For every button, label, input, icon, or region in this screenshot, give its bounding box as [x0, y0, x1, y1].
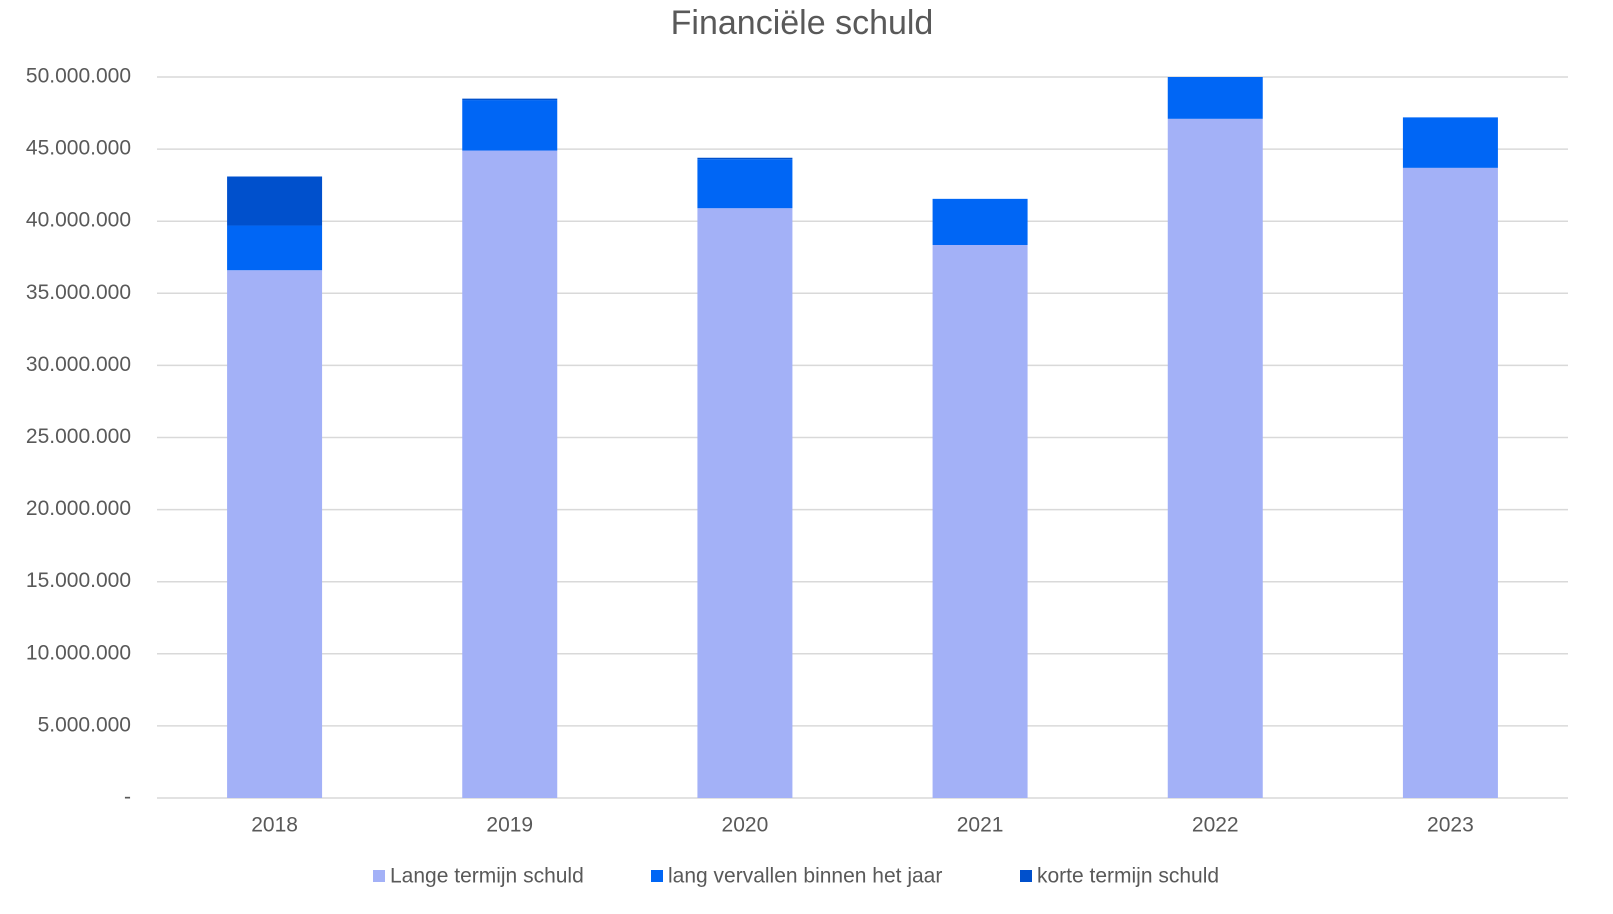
bar-segment: [1402, 117, 1498, 168]
bar-segment: [932, 198, 1028, 245]
y-tick-label: 45.000.000: [26, 137, 131, 160]
y-tick-label: 5.000.000: [38, 713, 131, 736]
x-tick-label: 2023: [1427, 814, 1474, 837]
bar-segment: [462, 150, 558, 799]
y-tick-label: 40.000.000: [26, 209, 131, 232]
y-tick-label: 15.000.000: [26, 569, 131, 592]
bar-segment: [462, 98, 558, 101]
x-tick-label: 2021: [957, 814, 1004, 837]
bar-segment: [1167, 118, 1263, 799]
y-tick-label: 50.000.000: [26, 65, 131, 88]
x-tick-label: 2022: [1192, 814, 1239, 837]
y-tick-label: 30.000.000: [26, 353, 131, 376]
bar-segment: [1167, 77, 1263, 119]
bar-segment: [932, 244, 1028, 799]
legend-label: Lange termijn schuld: [390, 865, 584, 888]
bar-segment: [697, 157, 793, 160]
legend-swatch: [1020, 870, 1032, 882]
legend-label: korte termijn schuld: [1037, 865, 1219, 888]
bar-segment: [227, 225, 323, 271]
x-tick-label: 2019: [486, 814, 533, 837]
y-tick-label: 25.000.000: [26, 425, 131, 448]
y-tick-label: 10.000.000: [26, 641, 131, 664]
y-tick-label: -: [124, 786, 131, 809]
x-tick-label: 2020: [722, 814, 769, 837]
y-tick-label: 35.000.000: [26, 281, 131, 304]
legend-label: lang vervallen binnen het jaar: [668, 865, 942, 888]
y-tick-label: 20.000.000: [26, 497, 131, 520]
bar-segment: [697, 159, 793, 209]
bar-segment: [697, 208, 793, 799]
bar-segment: [227, 270, 323, 798]
bar-segment: [1402, 167, 1498, 798]
bar-segment: [462, 100, 558, 151]
bar-segment: [227, 176, 323, 226]
x-tick-label: 2018: [251, 814, 298, 837]
chart-title: Financiële schuld: [671, 4, 934, 42]
legend-swatch: [651, 870, 663, 882]
legend-swatch: [373, 870, 385, 882]
